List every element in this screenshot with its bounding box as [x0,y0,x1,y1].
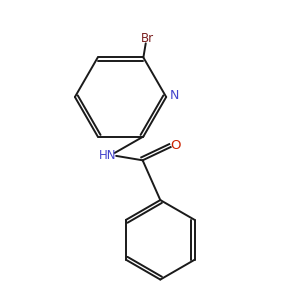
Text: O: O [170,139,180,152]
Text: Br: Br [141,32,154,45]
Text: N: N [170,89,179,102]
Text: HN: HN [99,149,116,162]
